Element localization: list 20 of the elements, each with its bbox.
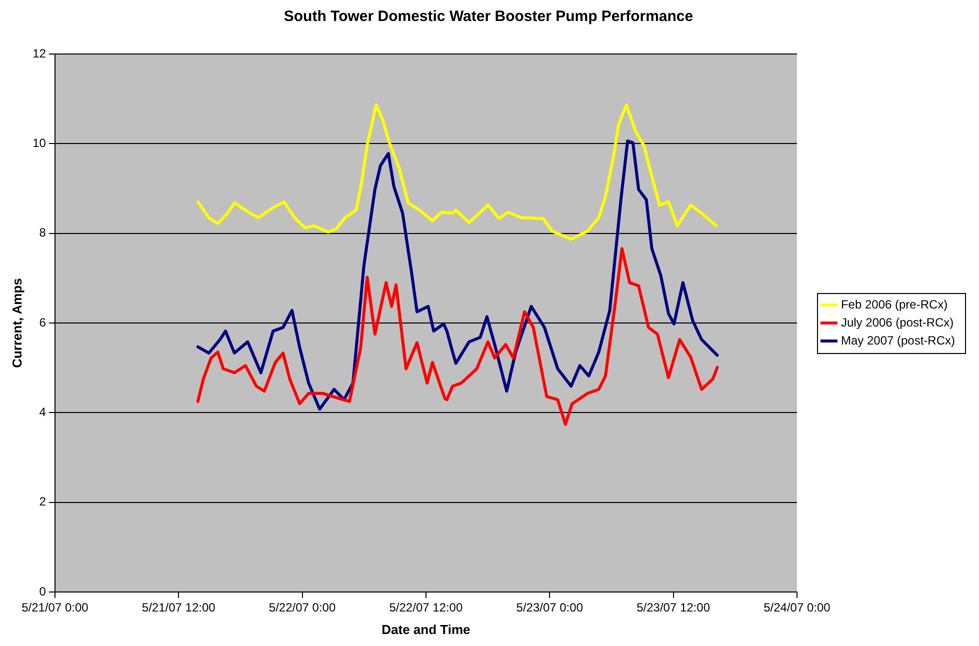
x-tick-label: 5/23/07 12:00 [636,600,710,615]
legend-label: May 2007 (post-RCx) [840,333,956,348]
y-tick-label: 2 [39,494,46,509]
y-tick-label: 4 [39,404,46,419]
x-axis-title: Date and Time [382,622,470,637]
legend-label: Feb 2006 (pre-RCx) [840,297,948,312]
chart-title: South Tower Domestic Water Booster Pump Performance [284,8,694,26]
y-tick-label: 10 [32,136,46,150]
x-tick-label: 5/22/07 0:00 [268,600,336,615]
x-tick-label: 5/24/07 0:00 [764,600,831,615]
y-tick-label: 12 [32,46,46,60]
x-tick-label: 5/21/07 0:00 [22,600,89,615]
x-tick-label: 5/23/07 0:00 [516,600,584,615]
y-tick-label: 8 [39,226,46,240]
y-tick-label: 6 [39,315,46,330]
x-tick-label: 5/21/07 12:00 [142,600,216,615]
x-tick-label: 5/22/07 12:00 [389,600,463,615]
y-axis-title: Current, Amps [9,278,24,368]
legend-label: July 2006 (post-RCx) [840,315,954,330]
y-tick-label: 0 [39,584,46,598]
